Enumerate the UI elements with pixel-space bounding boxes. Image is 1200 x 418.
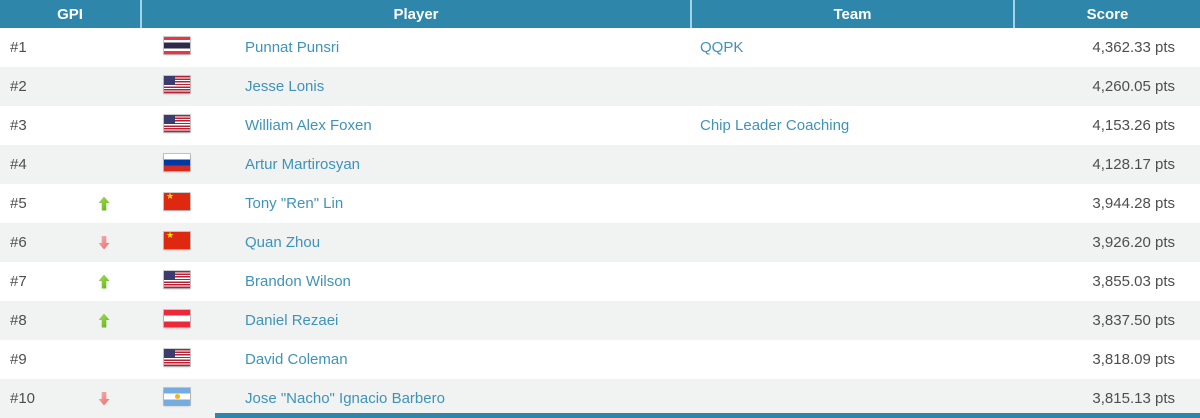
player-link[interactable]: Jesse Lonis	[245, 78, 325, 95]
table-row: #4 Artur Martirosyan 4,128.17 pts	[0, 145, 1200, 184]
player-link[interactable]: William Alex Foxen	[245, 117, 372, 134]
next-section-partial-bar	[215, 413, 1200, 418]
rank-label: #3	[10, 117, 27, 134]
table-row: #6 Quan Zhou 3,926.20 pts	[0, 223, 1200, 262]
flag-argentina-icon	[164, 388, 190, 405]
score-label: 3,855.03 pts	[1092, 273, 1175, 290]
score-label: 3,815.13 pts	[1092, 390, 1175, 407]
flag-china-icon	[164, 232, 190, 249]
rank-label: #1	[10, 39, 27, 56]
rank-label: #9	[10, 351, 27, 368]
leaderboard-body: #1 Punnat Punsri QQPK 4,362.33 pts #2 Je…	[0, 28, 1200, 418]
trend-up-icon	[98, 196, 110, 211]
flag-usa-icon	[164, 271, 190, 288]
column-header-gpi[interactable]: GPI	[57, 5, 83, 23]
team-link[interactable]: QQPK	[700, 39, 744, 56]
flag-usa-icon	[164, 349, 190, 366]
trend-down-icon	[98, 235, 110, 250]
score-label: 3,818.09 pts	[1092, 351, 1175, 368]
table-row: #3 William Alex Foxen Chip Leader Coachi…	[0, 106, 1200, 145]
table-row: #7 Brandon Wilson 3,855.03 pts	[0, 262, 1200, 301]
score-label: 4,260.05 pts	[1092, 78, 1175, 95]
player-link[interactable]: David Coleman	[245, 351, 348, 368]
rank-label: #7	[10, 273, 27, 290]
table-row: #9 David Coleman 3,818.09 pts	[0, 340, 1200, 379]
score-label: 3,837.50 pts	[1092, 312, 1175, 329]
trend-down-icon	[98, 391, 110, 406]
flag-usa-icon	[164, 115, 190, 132]
column-header-team[interactable]: Team	[690, 0, 1013, 28]
rank-label: #8	[10, 312, 27, 329]
player-link[interactable]: Daniel Rezaei	[245, 312, 339, 329]
table-row: #10 Jose "Nacho" Ignacio Barbero 3,815.1…	[0, 379, 1200, 418]
flag-usa-icon	[164, 76, 190, 93]
column-header-score[interactable]: Score	[1013, 0, 1200, 28]
score-label: 4,362.33 pts	[1092, 39, 1175, 56]
table-row: #2 Jesse Lonis 4,260.05 pts	[0, 67, 1200, 106]
flag-russia-icon	[164, 154, 190, 171]
column-header-player[interactable]: Player	[140, 0, 690, 28]
rank-label: #5	[10, 195, 27, 212]
table-row: #1 Punnat Punsri QQPK 4,362.33 pts	[0, 28, 1200, 67]
score-label: 4,153.26 pts	[1092, 117, 1175, 134]
score-label: 3,926.20 pts	[1092, 234, 1175, 251]
player-link[interactable]: Punnat Punsri	[245, 39, 340, 56]
flag-austria-icon	[164, 310, 190, 327]
flag-thailand-icon	[164, 37, 190, 54]
player-link[interactable]: Quan Zhou	[245, 234, 321, 251]
team-link[interactable]: Chip Leader Coaching	[700, 117, 850, 134]
player-link[interactable]: Brandon Wilson	[245, 273, 351, 290]
player-link[interactable]: Artur Martirosyan	[245, 156, 361, 173]
score-label: 4,128.17 pts	[1092, 156, 1175, 173]
table-row: #8 Daniel Rezaei 3,837.50 pts	[0, 301, 1200, 340]
rank-label: #10	[10, 390, 36, 407]
leaderboard-header: GPI Player Team Score	[0, 0, 1200, 28]
rank-label: #4	[10, 156, 27, 173]
trend-up-icon	[98, 274, 110, 289]
flag-china-icon	[164, 193, 190, 210]
rank-label: #2	[10, 78, 27, 95]
table-row: #5 Tony "Ren" Lin 3,944.28 pts	[0, 184, 1200, 223]
player-link[interactable]: Jose "Nacho" Ignacio Barbero	[245, 390, 445, 407]
trend-up-icon	[98, 313, 110, 328]
rank-label: #6	[10, 234, 27, 251]
player-link[interactable]: Tony "Ren" Lin	[245, 195, 344, 212]
score-label: 3,944.28 pts	[1092, 195, 1175, 212]
